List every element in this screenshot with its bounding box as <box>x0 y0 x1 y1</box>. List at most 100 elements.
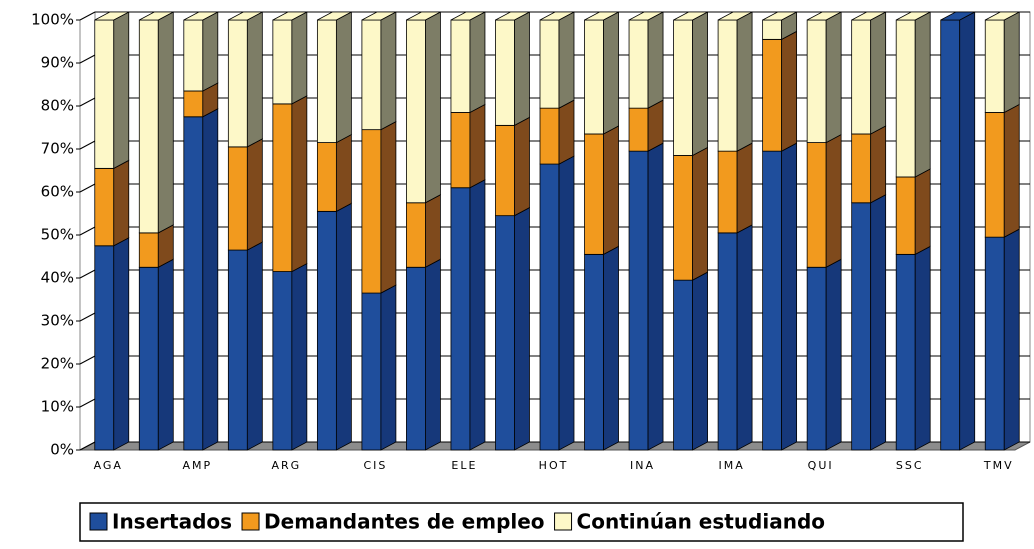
bar-side <box>469 11 486 114</box>
bar-front <box>628 107 649 152</box>
bar-side <box>246 241 263 451</box>
bar-top <box>628 11 664 21</box>
bar-segment <box>984 103 1020 238</box>
bar-side <box>736 224 753 451</box>
legend-label: Continúan estudiando <box>577 510 825 534</box>
bar-segment <box>450 179 486 451</box>
bar-side <box>914 245 931 451</box>
bar-front <box>806 142 827 268</box>
bar-side <box>692 11 708 157</box>
bar-side <box>647 99 664 152</box>
bar-segment <box>851 125 887 204</box>
bar-side <box>736 11 753 152</box>
bar-segment <box>227 11 263 148</box>
bar-front <box>183 19 204 92</box>
bar-segment <box>895 168 931 256</box>
bar-front <box>272 103 293 272</box>
bar-segment <box>628 142 664 451</box>
bar-front <box>851 133 872 204</box>
bar-segment <box>138 11 174 234</box>
bar-segment <box>673 146 708 281</box>
bar-side <box>692 146 708 281</box>
bar-side <box>157 258 174 451</box>
bar-front <box>227 146 248 251</box>
bar-side <box>335 11 352 144</box>
y-tick-label: 10% <box>41 398 74 416</box>
bar-segment <box>495 116 530 217</box>
bar-front <box>138 266 159 451</box>
legend-label: Insertados <box>112 510 232 534</box>
bar-front <box>673 279 693 451</box>
bar-top <box>228 11 263 21</box>
x-tick-label: HOT <box>539 459 569 472</box>
bar-front <box>450 187 471 451</box>
bar-front <box>450 112 471 189</box>
bar-segment <box>272 262 308 451</box>
bar-segment <box>406 258 441 451</box>
bar-front <box>316 210 337 451</box>
bar-top <box>495 11 530 21</box>
bar-front <box>495 124 515 217</box>
legend-swatch <box>241 512 260 531</box>
grid-line-side <box>79 226 96 236</box>
bar-front <box>316 19 337 143</box>
bar-segment <box>584 245 619 451</box>
bar-front <box>584 253 604 451</box>
bar-front <box>183 116 204 451</box>
bar-front <box>851 19 872 135</box>
legend-box <box>79 502 964 542</box>
bar-front <box>539 107 560 165</box>
bar-side <box>914 168 931 256</box>
grid-line-side <box>79 140 96 150</box>
bar-top <box>673 11 708 21</box>
bar-side <box>914 11 931 178</box>
grid-line-side <box>79 11 96 21</box>
grid-line-side <box>79 97 96 107</box>
x-tick-label: CIS <box>363 459 387 472</box>
bar-front <box>450 19 471 113</box>
bar-front <box>984 112 1005 238</box>
bar-segment <box>316 202 352 451</box>
bar-front <box>406 266 426 451</box>
x-tick-label: INA <box>630 459 655 472</box>
y-tick-label: 30% <box>41 312 74 330</box>
bar-segment <box>984 11 1020 114</box>
bar-segment <box>628 11 664 109</box>
bar-front <box>628 150 649 451</box>
bar-segment <box>361 284 397 451</box>
bar-segment <box>183 11 219 92</box>
bar-side <box>781 142 798 451</box>
bar-top <box>940 11 975 21</box>
bar-segment <box>450 11 486 114</box>
bar-front <box>94 19 115 169</box>
bar-side <box>425 258 441 451</box>
bar-side <box>558 155 575 451</box>
bar-side <box>380 284 397 451</box>
bar-segment <box>316 11 352 144</box>
bar-segment <box>940 11 976 451</box>
bar-side <box>113 159 130 247</box>
bar-top <box>985 11 1020 21</box>
grid-line-side <box>79 54 96 64</box>
bar-front <box>361 19 382 131</box>
bar-top <box>139 11 174 21</box>
bar-top <box>851 11 886 21</box>
bar-side <box>870 194 887 451</box>
bar-front <box>495 215 515 451</box>
bar-side <box>202 108 219 451</box>
y-tick-label: 50% <box>41 226 74 244</box>
bar-side <box>825 258 842 451</box>
bar-front <box>895 176 916 255</box>
grid-line-side <box>79 355 96 365</box>
bar-front <box>272 19 293 105</box>
bar-segment <box>895 245 931 451</box>
bar-side <box>157 11 174 234</box>
bar-segment <box>806 133 842 268</box>
bar-segment <box>539 99 575 165</box>
bar-front <box>628 19 649 109</box>
bar-front <box>138 232 159 268</box>
bar-segment <box>673 271 708 451</box>
bar-top <box>762 11 797 21</box>
bar-segment <box>851 194 887 451</box>
